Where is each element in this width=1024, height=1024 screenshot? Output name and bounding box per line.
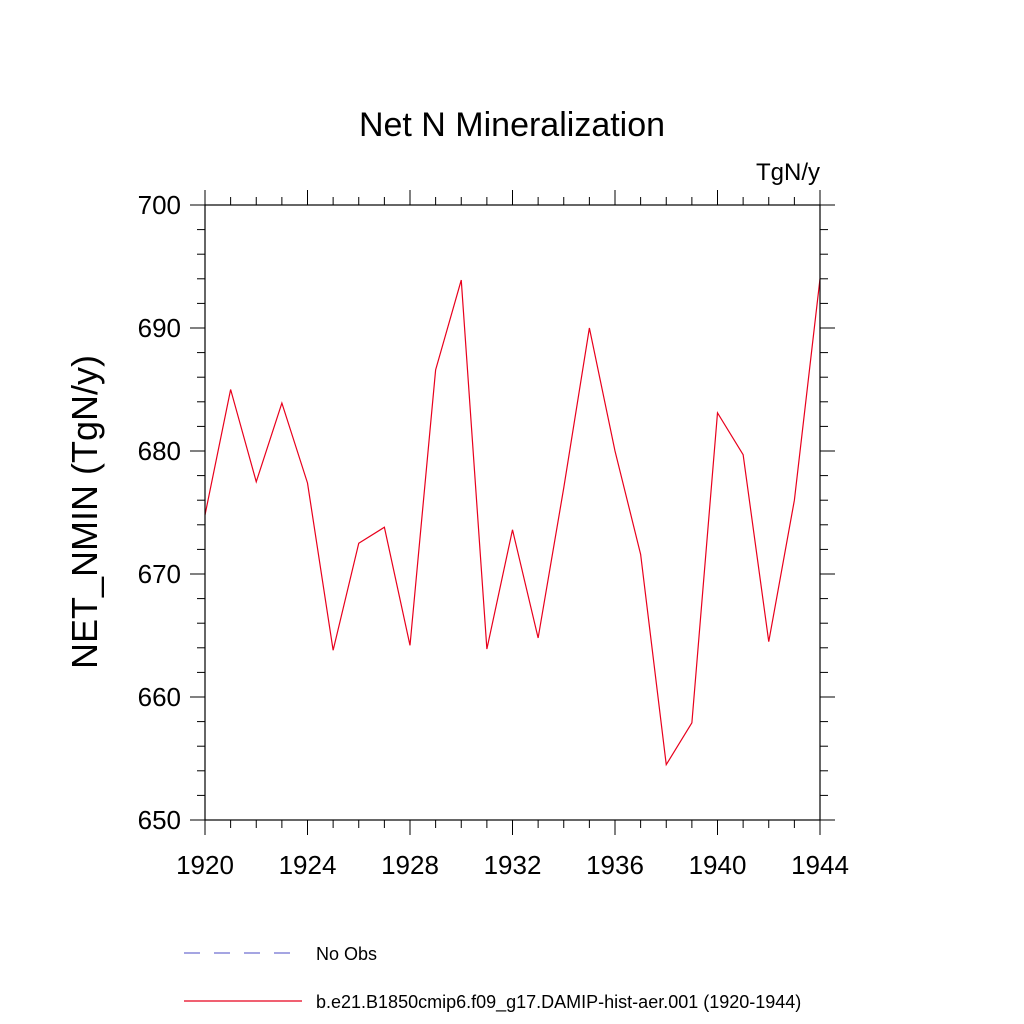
y-tick-labels: 650 660 670 680 690 700 [138, 190, 181, 835]
y-tick-label: 660 [138, 682, 181, 712]
y-axis-label: NET_NMIN (TgN/y) [64, 355, 105, 669]
x-tick-label: 1944 [791, 850, 849, 880]
plot-area [204, 278, 821, 767]
y-tick-label: 680 [138, 436, 181, 466]
plot-frame [204, 204, 821, 821]
y-tick-label: 650 [138, 805, 181, 835]
x-tick-label: 1920 [176, 850, 234, 880]
chart-title: Net N Mineralization [359, 106, 665, 144]
y-tick-label: 700 [138, 190, 181, 220]
legend-label: b.e21.B1850cmip6.f09_g17.DAMIP-hist-aer.… [316, 992, 801, 1013]
y-tick-label: 690 [138, 313, 181, 343]
y-tick-label: 670 [138, 559, 181, 589]
legend: No Obs b.e21.B1850cmip6.f09_g17.DAMIP-his… [184, 944, 801, 1013]
x-tick-label: 1936 [586, 850, 644, 880]
x-tick-label: 1928 [381, 850, 439, 880]
series-line [204, 278, 821, 767]
legend-label: No Obs [316, 944, 377, 964]
units-label: TgN/y [756, 159, 820, 186]
x-tick-labels: 1920 1924 1928 1932 1936 1940 1944 [176, 850, 849, 880]
x-tick-label: 1924 [279, 850, 337, 880]
x-tick-label: 1940 [689, 850, 747, 880]
axis-ticks [190, 190, 835, 835]
x-tick-label: 1932 [484, 850, 542, 880]
